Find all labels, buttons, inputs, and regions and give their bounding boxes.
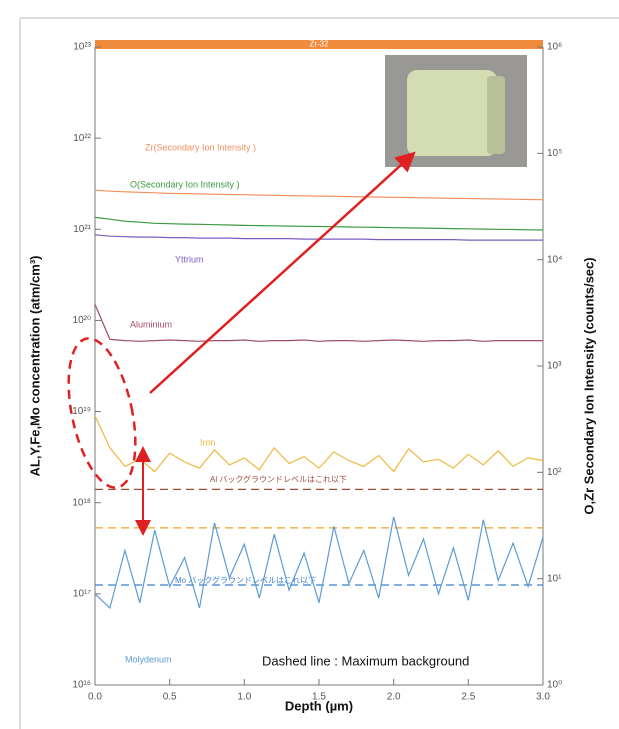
annotation: Dashed line : Maximum background (262, 653, 469, 668)
background-label: Mo バックグラウンドレベルはこれ以下 (175, 575, 316, 585)
pointer-arrow (149, 151, 416, 394)
sample-photo (385, 55, 527, 167)
x-axis-title: Depth (µm) (285, 698, 353, 713)
y2-tick-label: 10⁰ (547, 680, 562, 691)
series-label: Molydenum (125, 654, 172, 664)
x-tick-label: 2.5 (461, 692, 475, 703)
y2-tick-label: 10⁴ (547, 254, 562, 265)
background-label: Al バックグラウンドレベルはこれ以下 (210, 474, 347, 484)
series-line (94, 415, 544, 473)
series-line (94, 304, 543, 342)
y-tick-label: 10¹⁷ (73, 588, 91, 599)
photo-cube (407, 70, 497, 156)
depth-bar (95, 40, 543, 49)
series-label: O(Secondary Ion Intensity ) (130, 179, 240, 189)
y-tick-label: 10¹⁹ (72, 406, 91, 417)
depth-bar-label: Zr-32 (309, 40, 329, 49)
series-line (94, 516, 544, 610)
highlight-ellipse (67, 337, 137, 489)
y2-tick-label: 10⁵ (547, 148, 562, 159)
x-tick-label: 0.0 (88, 692, 102, 703)
photo-cube-side (487, 76, 505, 154)
y-tick-label: 10²¹ (73, 224, 91, 235)
y2-tick-label: 10⁶ (547, 42, 562, 53)
x-tick-label: 1.0 (237, 692, 251, 703)
y-tick-label: 10²⁰ (73, 315, 91, 326)
y-tick-label: 10²³ (73, 42, 91, 53)
series-label: Iron (200, 437, 216, 447)
y-tick-label: 10¹⁶ (72, 680, 91, 691)
y-tick-label: 10¹⁸ (72, 497, 91, 508)
x-tick-label: 1.5 (312, 692, 326, 703)
y-tick-label: 10²² (73, 133, 91, 144)
y-axis-title: AL,Y,Fe,Mo concentration (atm/cm³) (27, 255, 42, 476)
series-label: Yttrium (175, 254, 204, 264)
series-line (94, 189, 544, 201)
series-label: Aluminium (130, 319, 172, 329)
series-line (94, 216, 544, 231)
y2-axis-title: O,Zr Secondary Ion Intensity (counts/sec… (581, 257, 596, 514)
y2-tick-label: 10² (547, 467, 562, 478)
x-tick-label: 3.0 (536, 692, 550, 703)
y2-tick-label: 10³ (547, 361, 562, 372)
x-tick-label: 0.5 (163, 692, 177, 703)
x-tick-label: 2.0 (387, 692, 401, 703)
series-label: Zr(Secondary Ion Intensity ) (145, 142, 256, 152)
y2-tick-label: 10¹ (547, 573, 562, 584)
